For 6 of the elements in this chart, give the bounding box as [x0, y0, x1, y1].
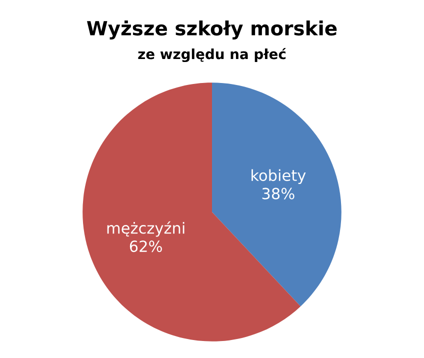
data-label: 38% — [262, 188, 294, 200]
data-label: 62% — [130, 240, 162, 252]
slice-label: kobiety — [252, 169, 306, 184]
chart-subtitle: ze względu na płeć — [138, 48, 286, 62]
chart-title: Wyższe szkoły morskie — [86, 20, 337, 40]
slice-label: mężczyźni — [107, 221, 184, 237]
